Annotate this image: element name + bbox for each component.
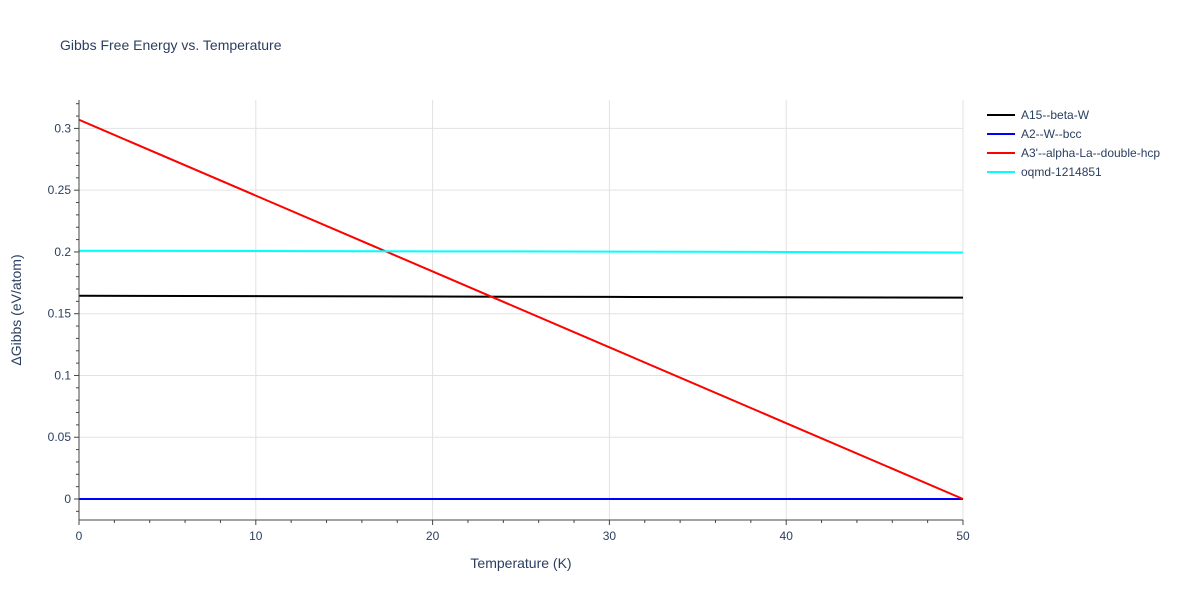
series-lines xyxy=(78,118,964,500)
series-line xyxy=(78,249,964,254)
y-tick-label: 0.25 xyxy=(48,183,72,197)
x-tick-label: 0 xyxy=(76,529,83,543)
legend-label: A3'--alpha-La--double-hcp xyxy=(1021,146,1160,160)
axes: 0 10 20 30 40 50 0 0.05 0.1 0.15 0.2 0.25 0.3 xyxy=(48,100,970,543)
legend-label: A15--beta-W xyxy=(1021,108,1090,122)
legend-label: A2--W--bcc xyxy=(1021,127,1081,141)
series-line xyxy=(78,118,964,500)
series-line xyxy=(78,294,964,299)
y-axis-title: ΔGibbs (eV/atom) xyxy=(8,254,24,365)
y-tick-label: 0.3 xyxy=(54,121,71,135)
x-tick-label: 10 xyxy=(249,529,263,543)
legend-label: oqmd-1214851 xyxy=(1021,165,1102,179)
x-tick-label: 20 xyxy=(426,529,440,543)
y-tick-label: 0.15 xyxy=(48,307,72,321)
legend: A15--beta-W A2--W--bcc A3'--alpha-La--doub… xyxy=(987,108,1160,179)
y-tick-label: 0 xyxy=(64,492,71,506)
y-tick-label: 0.2 xyxy=(54,245,71,259)
x-tick-label: 50 xyxy=(956,529,970,543)
y-tick-label: 0.05 xyxy=(48,430,72,444)
chart-title: Gibbs Free Energy vs. Temperature xyxy=(60,37,282,53)
y-tick-label: 0.1 xyxy=(54,368,71,382)
x-tick-label: 40 xyxy=(780,529,794,543)
x-tick-label: 30 xyxy=(603,529,617,543)
x-axis-title: Temperature (K) xyxy=(470,555,571,571)
